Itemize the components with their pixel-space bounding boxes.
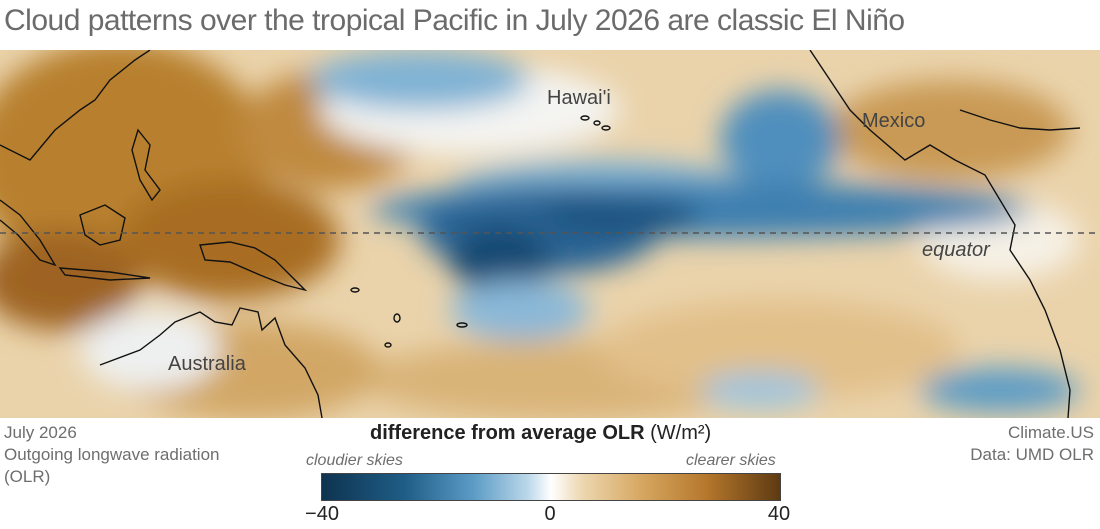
map-caption: July 2026 Outgoing longwave radiation (O… bbox=[4, 422, 219, 488]
anomaly-field bbox=[0, 50, 1100, 418]
borneo-coast bbox=[79, 204, 126, 246]
map-svg: Hawai'i Mexico equator Australia bbox=[0, 50, 1100, 418]
tick-min: −40 bbox=[305, 503, 339, 525]
credit-data: Data: UMD OLR bbox=[970, 445, 1094, 464]
legend-title-text: difference from average OLR bbox=[370, 422, 645, 444]
mexico-label: Mexico bbox=[862, 110, 925, 132]
australia-label: Australia bbox=[168, 353, 247, 375]
legend-title: difference from average OLR (W/m²) bbox=[370, 422, 711, 445]
legend-unit: (W/m²) bbox=[650, 422, 712, 444]
credits: Climate.US Data: UMD OLR bbox=[970, 422, 1094, 466]
caption-abbrev: (OLR) bbox=[4, 467, 51, 486]
sumatra-coast bbox=[0, 199, 57, 267]
tick-max: 40 bbox=[767, 503, 791, 525]
asia-coast bbox=[0, 50, 151, 161]
equator-label: equator bbox=[922, 239, 991, 261]
caribbean-coast bbox=[959, 109, 1081, 131]
credit-source: Climate.US bbox=[1008, 423, 1094, 442]
caption-variable: Outgoing longwave radiation bbox=[4, 445, 220, 464]
cloudier-skies-label: cloudier skies bbox=[306, 452, 403, 469]
americas-coast bbox=[809, 50, 1071, 418]
footer: July 2026 Outgoing longwave radiation (O… bbox=[0, 418, 1100, 529]
philippines-coast bbox=[131, 128, 161, 202]
new-guinea-coast bbox=[199, 241, 308, 292]
australia-coast bbox=[99, 307, 323, 418]
caption-date: July 2026 bbox=[4, 423, 77, 442]
coastlines bbox=[0, 50, 1081, 418]
clearer-skies-label: clearer skies bbox=[686, 452, 776, 469]
java-coast bbox=[58, 267, 151, 281]
page-title: Cloud patterns over the tropical Pacific… bbox=[4, 4, 905, 37]
olr-anomaly-map: Hawai'i Mexico equator Australia bbox=[0, 50, 1100, 418]
tick-zero: 0 bbox=[544, 503, 556, 525]
color-scale-bar bbox=[321, 473, 781, 501]
hawaii-label: Hawai'i bbox=[547, 87, 611, 109]
